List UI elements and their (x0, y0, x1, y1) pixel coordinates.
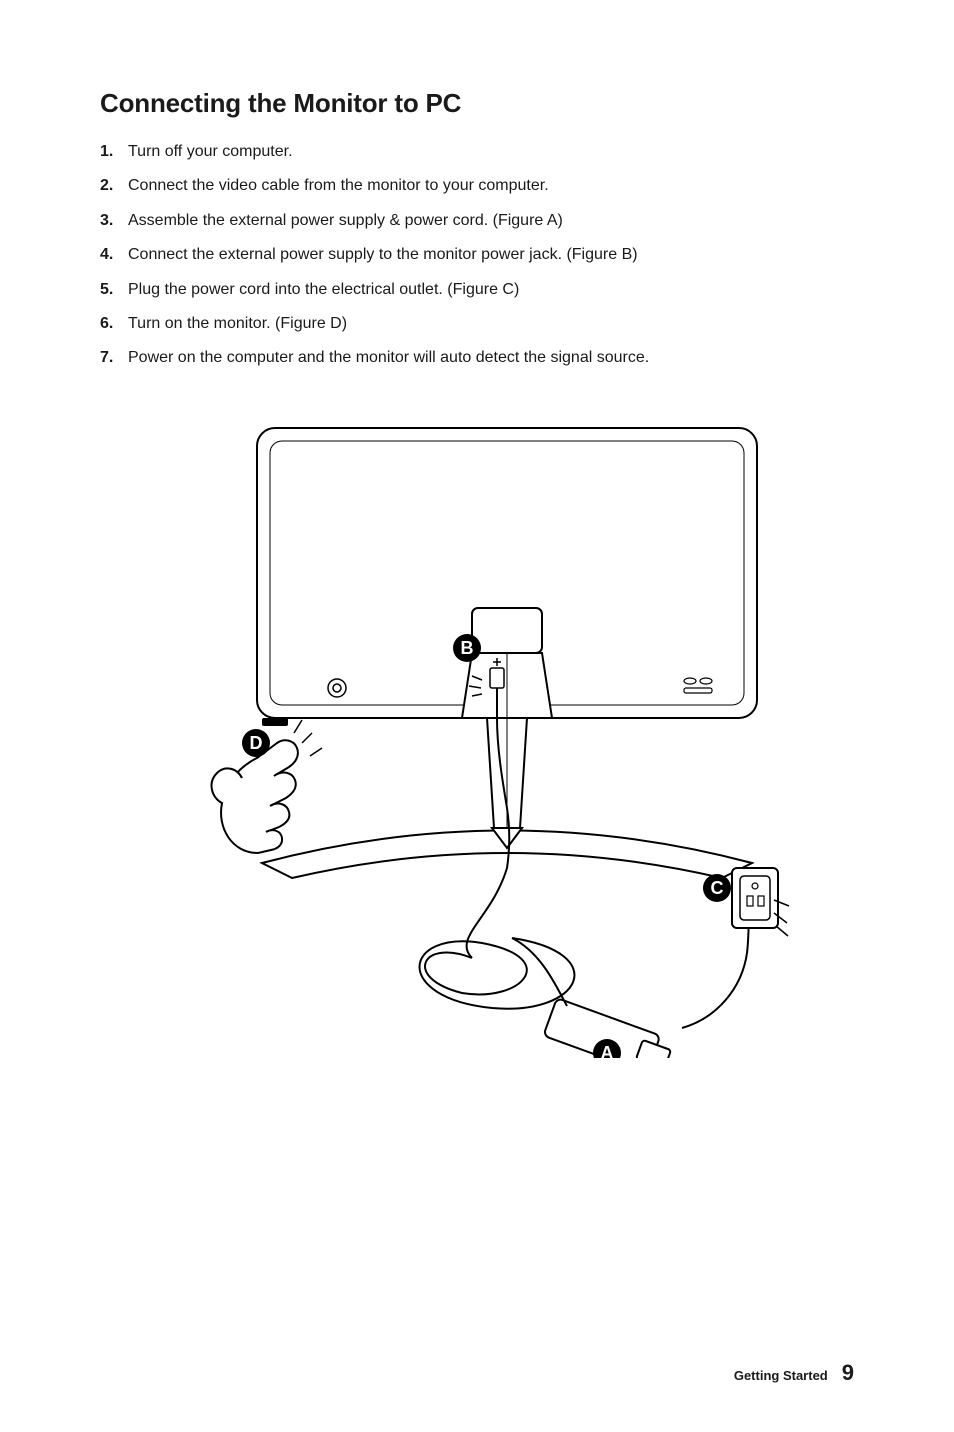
figure-label-b: B (461, 638, 474, 658)
step-item: Plug the power cord into the electrical … (100, 279, 854, 301)
step-item: Turn off your computer. (100, 141, 854, 163)
step-text: Connect the external power supply to the… (128, 244, 638, 266)
figure-label-c: C (711, 878, 724, 898)
step-text: Power on the computer and the monitor wi… (128, 347, 649, 369)
step-item: Connect the video cable from the monitor… (100, 175, 854, 197)
connection-diagram: B D C A (100, 398, 854, 1058)
step-text: Turn off your computer. (128, 141, 293, 163)
step-item: Assemble the external power supply & pow… (100, 210, 854, 232)
step-text: Turn on the monitor. (Figure D) (128, 313, 347, 335)
page-footer: Getting Started 9 (734, 1360, 854, 1386)
step-item: Turn on the monitor. (Figure D) (100, 313, 854, 335)
footer-page-number: 9 (842, 1360, 854, 1386)
figure-label-d: D (250, 733, 263, 753)
figure-label-a: A (601, 1043, 614, 1058)
section-heading: Connecting the Monitor to PC (100, 88, 854, 119)
step-text: Connect the video cable from the monitor… (128, 175, 549, 197)
step-text: Plug the power cord into the electrical … (128, 279, 519, 301)
step-text: Assemble the external power supply & pow… (128, 210, 563, 232)
step-item: Power on the computer and the monitor wi… (100, 347, 854, 369)
footer-section-name: Getting Started (734, 1368, 828, 1383)
step-list: Turn off your computer. Connect the vide… (100, 141, 854, 370)
step-item: Connect the external power supply to the… (100, 244, 854, 266)
